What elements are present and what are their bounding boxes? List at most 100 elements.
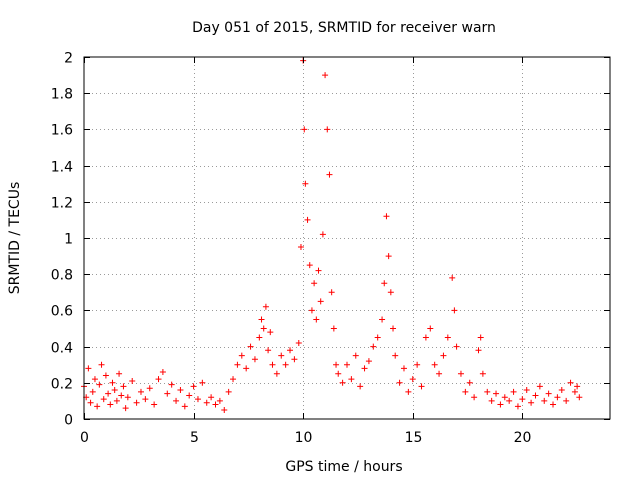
data-point <box>155 376 162 383</box>
data-point <box>105 390 112 397</box>
data-point <box>124 394 131 401</box>
data-point <box>221 406 228 413</box>
data-point <box>301 126 308 133</box>
data-point <box>400 365 407 372</box>
y-tick-label: 1 <box>64 232 73 248</box>
x-tick-label: 5 <box>190 430 199 446</box>
data-point <box>269 361 276 368</box>
data-point <box>567 379 574 386</box>
data-point <box>418 383 425 390</box>
data-point <box>273 370 280 377</box>
data-point <box>385 253 392 260</box>
data-point <box>295 339 302 346</box>
data-point <box>297 244 304 251</box>
data-point <box>199 379 206 386</box>
data-point <box>319 231 326 238</box>
data-point <box>225 388 232 395</box>
data-point <box>91 376 98 383</box>
data-point <box>322 72 329 79</box>
data-point <box>120 383 127 390</box>
y-tick-label: 1.8 <box>51 87 73 103</box>
x-tick-label: 20 <box>514 430 532 446</box>
data-point <box>116 370 123 377</box>
data-point <box>536 383 543 390</box>
data-point <box>109 379 116 386</box>
data-point <box>339 379 346 386</box>
data-point <box>137 388 144 395</box>
data-point <box>177 387 184 394</box>
data-point <box>523 387 530 394</box>
data-point <box>203 399 210 406</box>
data-point <box>462 388 469 395</box>
data-point <box>576 394 583 401</box>
data-point <box>379 316 386 323</box>
data-point <box>532 392 539 399</box>
data-point <box>151 401 158 408</box>
data-point <box>361 365 368 372</box>
data-point <box>422 334 429 341</box>
data-point <box>352 352 359 359</box>
data-point <box>493 390 500 397</box>
data-point <box>98 361 105 368</box>
data-point <box>383 213 390 220</box>
data-point <box>311 280 318 287</box>
data-point <box>173 397 180 404</box>
data-point <box>396 379 403 386</box>
y-axis-label: SRMTID / TECUs <box>7 182 23 295</box>
data-point <box>317 298 324 305</box>
data-point <box>449 274 456 281</box>
data-point <box>102 372 109 379</box>
y-tick-label: 1.6 <box>51 123 73 139</box>
y-tick-label: 0.2 <box>51 377 73 393</box>
x-axis-label: GPS time / hours <box>285 459 402 475</box>
data-point <box>247 343 254 350</box>
data-point <box>302 180 309 187</box>
data-point <box>291 356 298 363</box>
y-tick-label: 0.8 <box>51 268 73 284</box>
y-tick-label: 0 <box>64 413 73 429</box>
data-point <box>392 352 399 359</box>
data-point <box>133 399 140 406</box>
data-point <box>457 370 464 377</box>
data-point <box>335 370 342 377</box>
data-point <box>506 397 513 404</box>
data-point <box>146 385 153 392</box>
data-point <box>431 361 438 368</box>
data-point <box>85 365 92 372</box>
x-tick-label: 10 <box>295 430 313 446</box>
data-point <box>260 325 267 332</box>
data-point <box>484 388 491 395</box>
x-tick-label: 0 <box>80 430 89 446</box>
data-point <box>357 383 364 390</box>
data-point <box>238 352 245 359</box>
data-point <box>409 376 416 383</box>
data-point <box>405 388 412 395</box>
data-point <box>122 405 129 412</box>
data-point <box>574 383 581 390</box>
data-point <box>497 401 504 408</box>
data-point <box>326 171 333 178</box>
data-point <box>308 307 315 314</box>
data-point <box>87 399 94 406</box>
data-point <box>563 397 570 404</box>
data-point <box>164 390 171 397</box>
data-point <box>528 399 535 406</box>
data-point <box>390 325 397 332</box>
data-point <box>471 394 478 401</box>
data-point <box>571 388 578 395</box>
data-point <box>230 376 237 383</box>
data-point <box>96 381 103 388</box>
y-tick-label: 0.6 <box>51 304 73 320</box>
data-point <box>348 376 355 383</box>
x-tick-label: 15 <box>405 430 423 446</box>
data-point <box>328 289 335 296</box>
data-point <box>427 325 434 332</box>
data-point <box>100 396 107 403</box>
data-point <box>488 397 495 404</box>
data-point <box>477 334 484 341</box>
data-point <box>256 334 263 341</box>
data-point <box>212 401 219 408</box>
data-point <box>451 307 458 314</box>
data-point <box>550 401 557 408</box>
